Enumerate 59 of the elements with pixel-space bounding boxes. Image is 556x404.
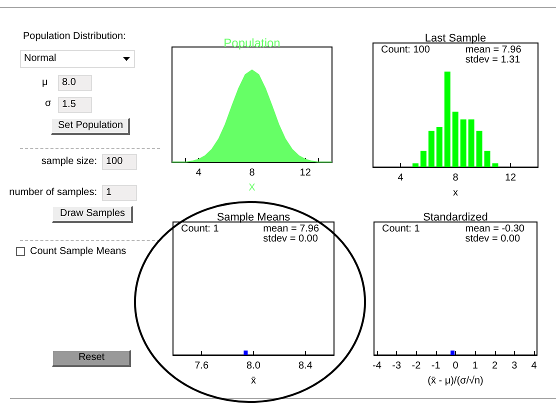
x-tick-label: -4 xyxy=(372,360,382,372)
bar xyxy=(412,163,418,168)
text: 8.0 xyxy=(62,77,76,89)
x-tick-label: 12 xyxy=(504,172,516,184)
text: stdev = 0.00 xyxy=(263,234,318,244)
x-tick-label: 2 xyxy=(492,360,498,372)
text: σ xyxy=(45,98,52,110)
text: mean = 7.96 xyxy=(465,44,522,56)
text: μ xyxy=(42,77,48,89)
text: mean = -0.30 xyxy=(465,224,525,234)
text: Reset xyxy=(52,352,131,364)
text: 1.5 xyxy=(62,99,76,111)
text: sample size: xyxy=(41,156,97,168)
bar xyxy=(428,130,434,168)
x-tick-label: 4 xyxy=(196,168,202,179)
text: Normal xyxy=(24,53,56,65)
chart-title: Standardized xyxy=(423,212,488,224)
chart-title: Sample Means xyxy=(216,212,291,224)
x-axis-title: (x̄ - μ)/(σ/√n) xyxy=(428,375,484,386)
text: mean = 7.96 xyxy=(263,224,320,234)
x-tick-label: 7.6 xyxy=(194,360,209,372)
text: Count: 1 xyxy=(382,224,420,234)
text: 100 xyxy=(106,156,123,168)
x-tick-label: 4 xyxy=(531,360,538,372)
text: Count: 100 xyxy=(381,44,430,56)
bar xyxy=(444,72,450,168)
bar xyxy=(484,150,490,168)
x-tick-label: 8.4 xyxy=(298,360,313,372)
text: Draw Samples xyxy=(52,208,133,220)
bar xyxy=(452,112,458,168)
x-tick-label: -1 xyxy=(431,360,441,372)
x-axis-title: x̄ xyxy=(251,375,256,386)
bar xyxy=(436,127,442,168)
chart-title: Last Sample xyxy=(424,32,486,44)
x-tick-label: -3 xyxy=(392,360,402,372)
chart-title: Population xyxy=(224,36,280,50)
text: Count: 1 xyxy=(181,224,220,234)
text: 1 xyxy=(106,187,112,199)
bar xyxy=(476,130,482,168)
x-tick-label: 4 xyxy=(398,172,404,184)
text: Count Sample Means xyxy=(30,246,126,258)
x-tick-label: 12 xyxy=(300,168,312,179)
x-tick-label: 3 xyxy=(512,360,518,372)
x-axis-title: x xyxy=(453,188,458,198)
bar xyxy=(420,150,426,168)
x-tick-label: 0 xyxy=(452,360,459,372)
x-tick-label: -2 xyxy=(412,360,422,372)
text: stdev = 1.31 xyxy=(465,54,521,66)
x-tick-label: 1 xyxy=(472,360,478,372)
x-axis-title: X xyxy=(248,182,256,194)
bar xyxy=(468,119,474,168)
x-tick-label: 8 xyxy=(249,168,256,179)
text: Population Distribution: xyxy=(23,31,126,43)
bar xyxy=(460,119,466,168)
text: stdev = 0.00 xyxy=(465,234,520,244)
x-tick-label: 8 xyxy=(452,172,459,184)
text: Set Population xyxy=(51,120,130,132)
x-tick-label: 8.0 xyxy=(246,360,261,372)
text: number of samples: xyxy=(9,187,97,199)
